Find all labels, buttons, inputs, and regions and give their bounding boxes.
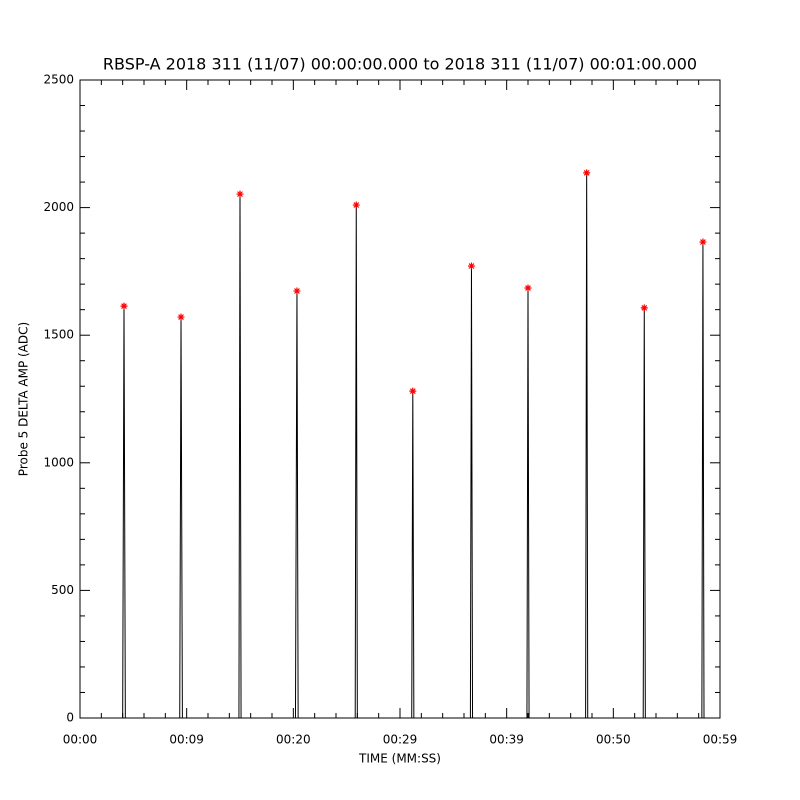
x-tick-label: 00:29 — [383, 733, 418, 747]
peak-marker — [699, 238, 707, 246]
y-tick-label: 0 — [66, 711, 74, 725]
peak-marker — [236, 190, 244, 198]
chart-title: RBSP-A 2018 311 (11/07) 00:00:00.000 to … — [103, 55, 697, 74]
x-tick-label: 00:20 — [276, 733, 311, 747]
x-tick-label: 00:39 — [489, 733, 524, 747]
peak-marker — [640, 304, 648, 312]
plot-frame — [79, 79, 721, 719]
y-tick-label: 1500 — [43, 328, 74, 342]
trace-line — [96, 172, 705, 719]
x-tick-label: 00:50 — [596, 733, 631, 747]
peak-marker — [293, 287, 301, 295]
peak-marker — [352, 201, 360, 209]
y-tick-label: 2000 — [43, 200, 74, 214]
y-tick-label: 1000 — [43, 455, 74, 469]
y-tick-label: 2500 — [43, 73, 74, 87]
peak-marker — [524, 284, 532, 292]
peak-marker — [467, 262, 475, 270]
x-tick-label: 00:09 — [169, 733, 204, 747]
peak-marker — [583, 169, 591, 177]
peak-marker — [177, 313, 185, 321]
y-tick-label: 500 — [51, 583, 74, 597]
x-tick-label: 00:00 — [63, 733, 98, 747]
y-axis-label: Probe 5 DELTA AMP (ADC) — [17, 322, 31, 476]
x-axis-label: TIME (MM:SS) — [358, 752, 441, 766]
x-tick-label: 00:59 — [703, 733, 738, 747]
peak-marker — [120, 302, 128, 310]
peak-marker — [409, 387, 417, 395]
